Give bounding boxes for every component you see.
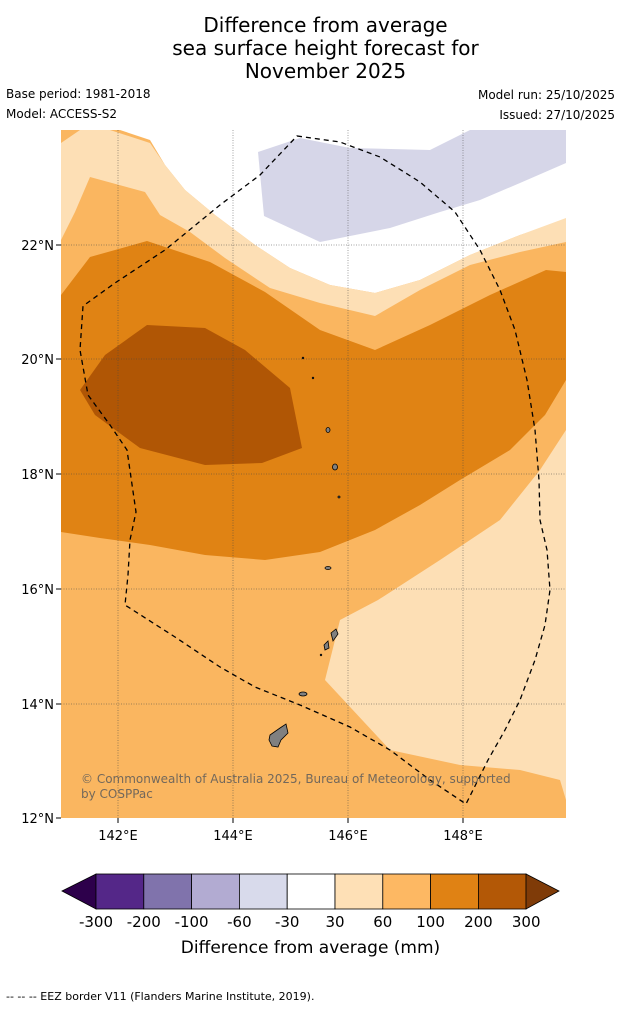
band-neg30-0 <box>258 130 566 242</box>
colorbar-tick-label: -100 <box>175 913 209 931</box>
colorbar-swatch-8 <box>430 873 479 910</box>
colorbar-swatch-9 <box>477 873 527 910</box>
colorbar-tick-label: 60 <box>373 913 392 931</box>
eez-border <box>79 135 551 805</box>
colorbar-tick-label: 200 <box>464 913 493 931</box>
colorbar-swatch-5 <box>286 873 336 910</box>
island-uracas <box>301 356 305 360</box>
issued-date: Issued: 27/10/2025 <box>499 108 615 122</box>
colorbar-tick-label: 100 <box>416 913 445 931</box>
island-saipan <box>330 628 339 642</box>
colorbar-tick-label: -60 <box>227 913 252 931</box>
island-anatahan <box>324 566 332 570</box>
lat-label-18n: 18°N <box>21 468 54 483</box>
colorbar-swatch-6 <box>334 873 384 910</box>
model-name: Model: ACCESS-S2 <box>6 107 118 121</box>
colorbar-swatch-1 <box>95 873 145 910</box>
lat-labels: 22°N 20°N 18°N 16°N 14°N 12°N <box>21 239 54 827</box>
gridlines <box>61 130 566 818</box>
islands <box>268 356 341 748</box>
band-100-200 <box>61 241 566 560</box>
copyright-credit: © Commonwealth of Australia 2025, Bureau… <box>81 772 511 801</box>
band-30-60-top <box>61 130 566 316</box>
lat-label-12n: 12°N <box>21 812 54 827</box>
lon-label-144e: 144°E <box>213 829 253 844</box>
island-aguijan <box>319 653 323 657</box>
colorbar-swatch-2 <box>143 873 193 910</box>
colorbar-title: Difference from average (mm) <box>180 938 441 958</box>
base-period: Base period: 1981-2018 <box>6 87 151 101</box>
lat-label-20n: 20°N <box>21 353 54 368</box>
colorbar-extend-low <box>61 873 97 910</box>
eez-legend-note: -- -- -- EEZ border V11 (Flanders Marine… <box>6 990 315 1003</box>
colorbar-swatch-4 <box>238 873 288 910</box>
island-asuncion <box>325 427 331 433</box>
band-200-300 <box>80 325 302 465</box>
model-run: Model run: 25/10/2025 <box>477 88 615 102</box>
colorbar-tick-labels: -300 -200 -100 -60 -30 30 60 100 200 300 <box>79 913 541 931</box>
island-alamagan <box>337 495 341 499</box>
lon-label-142e: 142°E <box>98 829 138 844</box>
lon-labels: 142°E 144°E 146°E 148°E <box>98 829 483 844</box>
lon-label-148e: 148°E <box>443 829 483 844</box>
colorbar-tick-label: 30 <box>325 913 344 931</box>
lat-label-16n: 16°N <box>21 583 54 598</box>
island-maug <box>311 376 315 380</box>
axis-ticks <box>56 244 464 823</box>
colorbar-extend-high <box>525 873 560 910</box>
title-line-3: November 2025 <box>244 59 407 83</box>
colorbar: -300 -200 -100 -60 -30 30 60 100 200 300 <box>61 873 560 931</box>
lat-label-22n: 22°N <box>21 239 54 254</box>
colorbar-swatch-7 <box>382 873 431 910</box>
colorbar-tick-label: -200 <box>127 913 161 931</box>
colorbar-swatch-3 <box>191 873 240 910</box>
island-tinian <box>323 640 330 651</box>
chart-title: Difference from average sea surface heig… <box>0 14 621 83</box>
title-line-1: Difference from average <box>203 13 448 37</box>
title-line-2: sea surface height forecast for <box>172 36 479 60</box>
colorbar-tick-label: 300 <box>512 913 541 931</box>
colorbar-tick-label: -30 <box>275 913 300 931</box>
colorbar-tick-label: -300 <box>79 913 113 931</box>
band-30-60-bottom <box>325 430 566 800</box>
lat-label-14n: 14°N <box>21 698 54 713</box>
lon-label-146e: 146°E <box>328 829 368 844</box>
sea-height-map: 22°N 20°N 18°N 16°N 14°N 12°N 142°E 144°… <box>21 130 566 844</box>
island-pagan <box>332 463 338 471</box>
island-guam <box>268 723 289 748</box>
island-rota <box>298 691 308 697</box>
